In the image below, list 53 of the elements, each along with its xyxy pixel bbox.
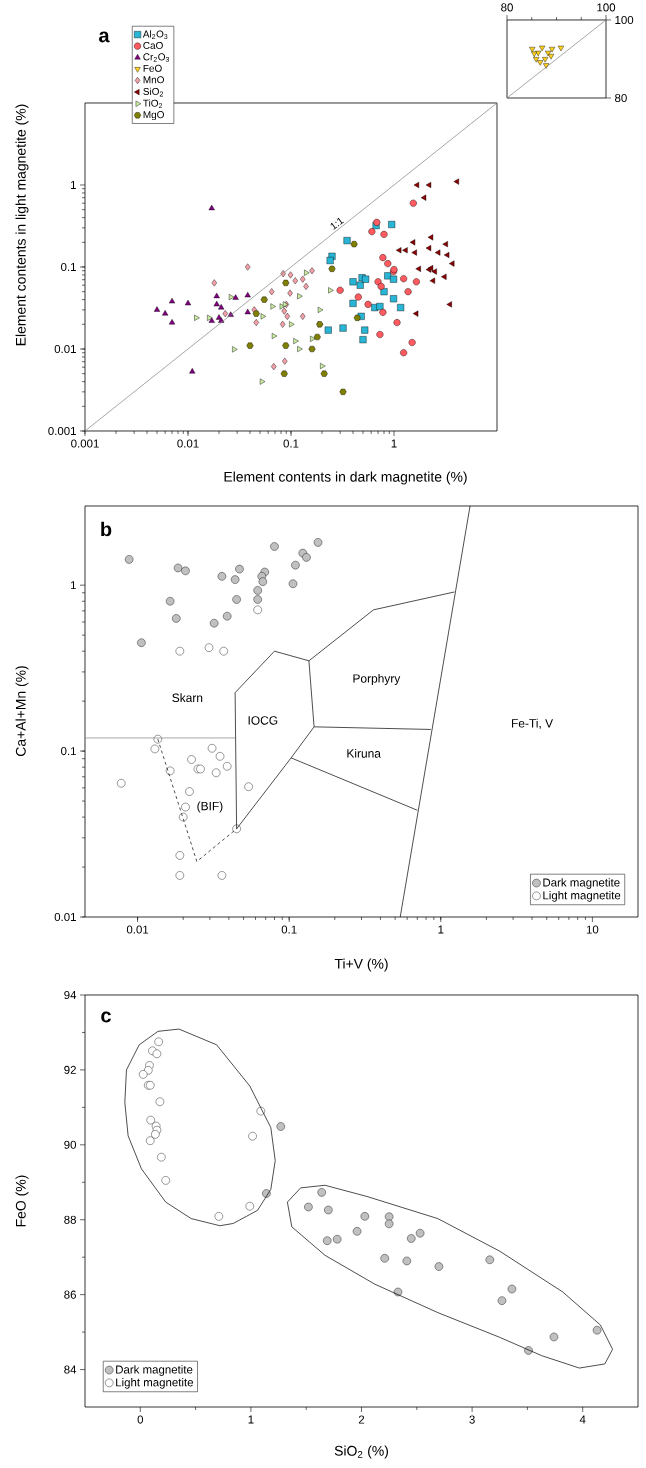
legend-label: MgO bbox=[143, 111, 164, 121]
text: c bbox=[101, 1011, 111, 1023]
x-tick-label: 3 bbox=[469, 1415, 475, 1424]
x-tick-label: 0 bbox=[137, 1415, 144, 1424]
annotation: 1:1 bbox=[330, 217, 344, 230]
y-tick-label: 0.1 bbox=[61, 747, 76, 756]
y-tick-label: 88 bbox=[64, 1215, 76, 1224]
legend-label: SiO$_{2}$ bbox=[143, 87, 163, 97]
annotation: Porphyry bbox=[353, 673, 401, 686]
text: FeO bbox=[143, 64, 162, 72]
x-axis-title: SiO$_{2}$ (%) bbox=[334, 1445, 389, 1459]
legend-label: Light magnetite bbox=[116, 1377, 194, 1389]
x-tick-label: 1 bbox=[391, 439, 397, 448]
legend-label: CaO bbox=[143, 41, 163, 49]
y-tick-label: 0.01 bbox=[54, 912, 76, 922]
legend-label: MnO bbox=[143, 76, 164, 84]
x-tick-label: 0.1 bbox=[281, 925, 297, 934]
y-tick-label: 92 bbox=[64, 1065, 76, 1074]
legend-label: Al$_{2}$O$_{3}$ bbox=[142, 30, 168, 39]
y-tick-label: 86 bbox=[64, 1290, 76, 1299]
x-axis-title: Element contents in dark magnetite (%) bbox=[224, 471, 467, 485]
annotation: Skarn bbox=[172, 693, 203, 702]
x-tick-label: 0.01 bbox=[126, 925, 149, 934]
y-tick-label: 90 bbox=[64, 1140, 77, 1149]
y-tick-label: 84 bbox=[64, 1365, 77, 1374]
legend-label: Dark magnetite bbox=[116, 1365, 193, 1376]
x-tick-label: 0.1 bbox=[283, 439, 299, 448]
annotation: (BIF) bbox=[197, 801, 223, 813]
y-axis-title: Element contents in light magnetite (%) bbox=[15, 104, 29, 346]
legend-label: TiO$_{2}$ bbox=[143, 99, 163, 109]
x-axis-title: Ti+V (%) bbox=[334, 958, 388, 972]
y-tick-label: 0.01 bbox=[54, 344, 76, 354]
annotation: Kiruna bbox=[347, 748, 381, 758]
x-tick-label: 0.01 bbox=[177, 439, 199, 448]
y-tick-label: 94 bbox=[64, 990, 77, 1000]
annotation: IOCG bbox=[248, 716, 278, 725]
x-tick-label: 1 bbox=[248, 1415, 254, 1424]
x-tick-label: 2 bbox=[358, 1415, 365, 1424]
y-axis-title: Ca+Al+Mn (%) bbox=[15, 666, 29, 757]
y-axis-title: FeO (%) bbox=[15, 1175, 29, 1227]
x-tick-label: 10 bbox=[586, 925, 599, 934]
legend-label: Light magnetite bbox=[543, 890, 621, 902]
y-tick-label: 0.001 bbox=[48, 426, 76, 436]
legend-label: Cr$_{2}$O$_{3}$ bbox=[143, 53, 170, 62]
text: b bbox=[101, 521, 112, 537]
y-tick-label: 0.1 bbox=[61, 262, 76, 272]
chart-title: a bbox=[99, 31, 110, 43]
y-tick-label: 1 bbox=[70, 581, 76, 590]
x-tick-label: 4 bbox=[579, 1415, 586, 1424]
x-tick-label: 1 bbox=[438, 925, 444, 934]
y-tick-label: 1 bbox=[71, 181, 76, 189]
legend-label: Dark magnetite bbox=[543, 878, 620, 889]
annotation: Fe-Ti, V bbox=[512, 718, 554, 729]
